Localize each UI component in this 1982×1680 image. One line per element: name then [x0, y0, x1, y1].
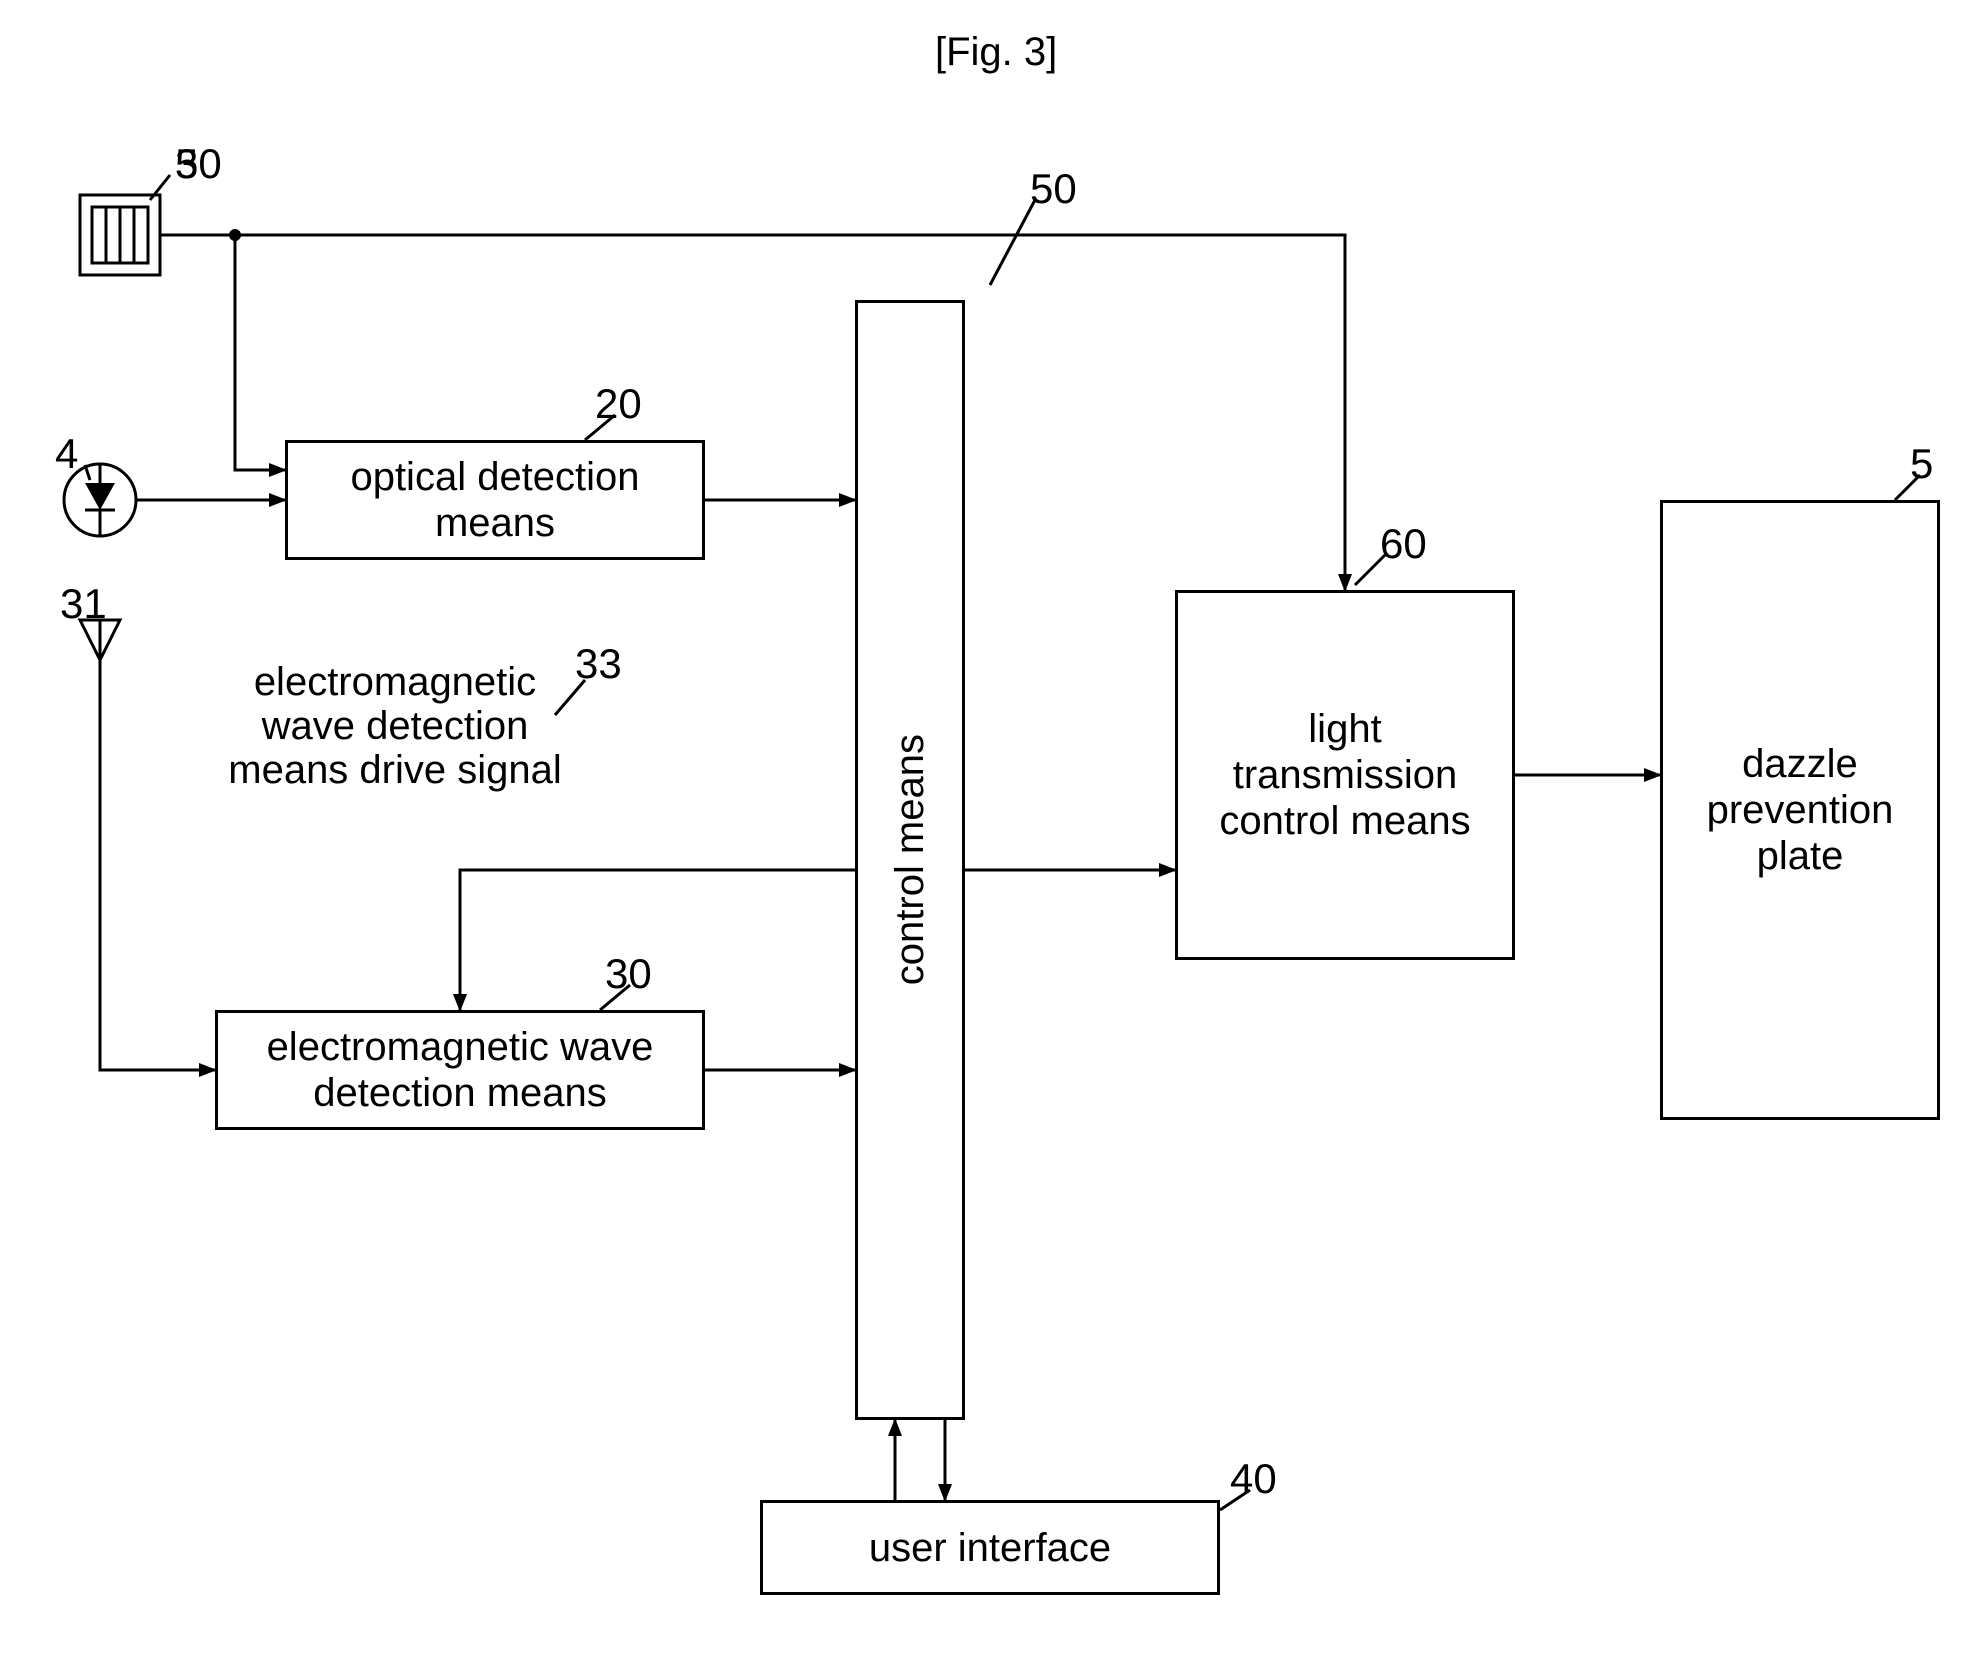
- figure-title: [Fig. 3]: [935, 30, 1057, 75]
- user-interface-label: user interface: [869, 1525, 1111, 1571]
- solar-cell-icon: [80, 195, 160, 275]
- control-means-label: control means: [887, 734, 933, 985]
- control-means-box: control means: [855, 300, 965, 1420]
- dazzle-plate-label: dazzlepreventionplate: [1707, 741, 1894, 879]
- ref-40: 40: [1230, 1455, 1277, 1503]
- light-transmission-box: lighttransmissioncontrol means: [1175, 590, 1515, 960]
- ref-20: 20: [595, 380, 642, 428]
- em-detection-box: electromagnetic wavedetection means: [215, 1010, 705, 1130]
- diagram-canvas: [Fig. 3] optical detectionmeans electrom…: [0, 0, 1982, 1680]
- drive-signal-label: electromagneticwave detectionmeans drive…: [220, 660, 570, 792]
- optical-detection-box: optical detectionmeans: [285, 440, 705, 560]
- ref-5: 5: [1910, 440, 1933, 488]
- dazzle-plate-box: dazzlepreventionplate: [1660, 500, 1940, 1120]
- ref-50: 50: [1030, 165, 1077, 213]
- ref-4: 4: [55, 430, 78, 478]
- ref-30: 30: [605, 950, 652, 998]
- light-transmission-label: lighttransmissioncontrol means: [1219, 706, 1470, 844]
- em-detection-label: electromagnetic wavedetection means: [267, 1024, 654, 1116]
- optical-detection-label: optical detectionmeans: [350, 454, 639, 546]
- ref-33: 33: [575, 640, 622, 688]
- ref-3: 3: [175, 140, 198, 188]
- user-interface-box: user interface: [760, 1500, 1220, 1595]
- ref-60: 60: [1380, 520, 1427, 568]
- ref-31: 31: [60, 580, 107, 628]
